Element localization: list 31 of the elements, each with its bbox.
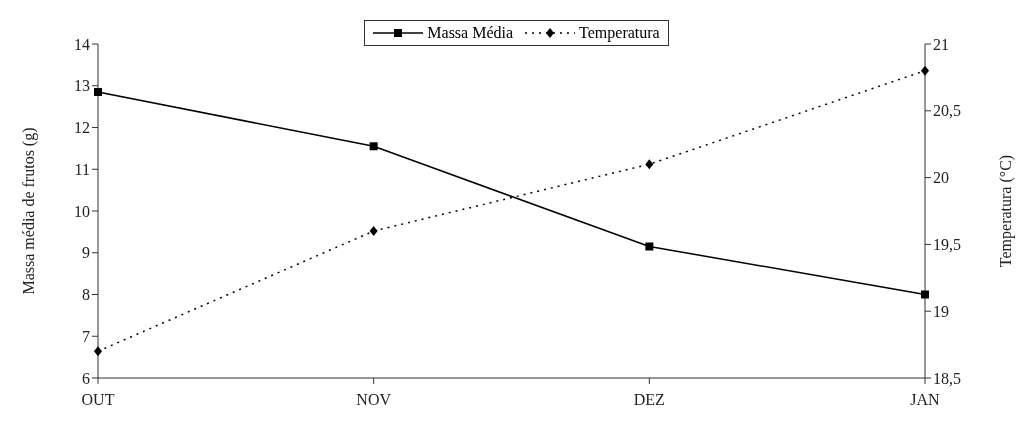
y-tick-label: 7 — [82, 327, 90, 345]
legend-label: Massa Média — [427, 24, 514, 42]
y2-tick-label: 21 — [933, 35, 949, 53]
x-tick-label: DEZ — [633, 391, 665, 409]
y-tick-label: 12 — [74, 119, 90, 137]
y-axis-title: Massa média de frutos (g) — [19, 127, 38, 295]
point — [645, 242, 654, 251]
y-tick-label: 6 — [82, 369, 90, 387]
x-tick-label: JAN — [910, 391, 941, 409]
point — [921, 65, 929, 76]
legend-label: Temperatura — [579, 24, 660, 42]
y2-tick-label: 19,5 — [933, 236, 961, 254]
y-tick-label: 11 — [74, 160, 90, 178]
x-tick-label: OUT — [81, 391, 115, 409]
y2-tick-label: 18,5 — [933, 369, 961, 387]
y-tick-label: 8 — [82, 286, 90, 304]
y-tick-label: 9 — [82, 244, 90, 262]
y2-tick-label: 20,5 — [933, 102, 961, 120]
y-tick-label: 14 — [74, 35, 90, 53]
y2-tick-label: 19 — [933, 302, 949, 320]
y2-tick-label: 20 — [933, 169, 949, 187]
x-tick-label: NOV — [356, 391, 392, 409]
point — [369, 142, 378, 151]
point — [921, 290, 929, 299]
point — [94, 346, 102, 357]
y2-axis-title: Temperatura (°C) — [996, 154, 1015, 268]
point — [94, 88, 102, 97]
y-tick-label: 13 — [74, 77, 90, 95]
y-tick-label: 10 — [74, 202, 90, 220]
point — [645, 159, 654, 170]
point — [369, 226, 378, 237]
